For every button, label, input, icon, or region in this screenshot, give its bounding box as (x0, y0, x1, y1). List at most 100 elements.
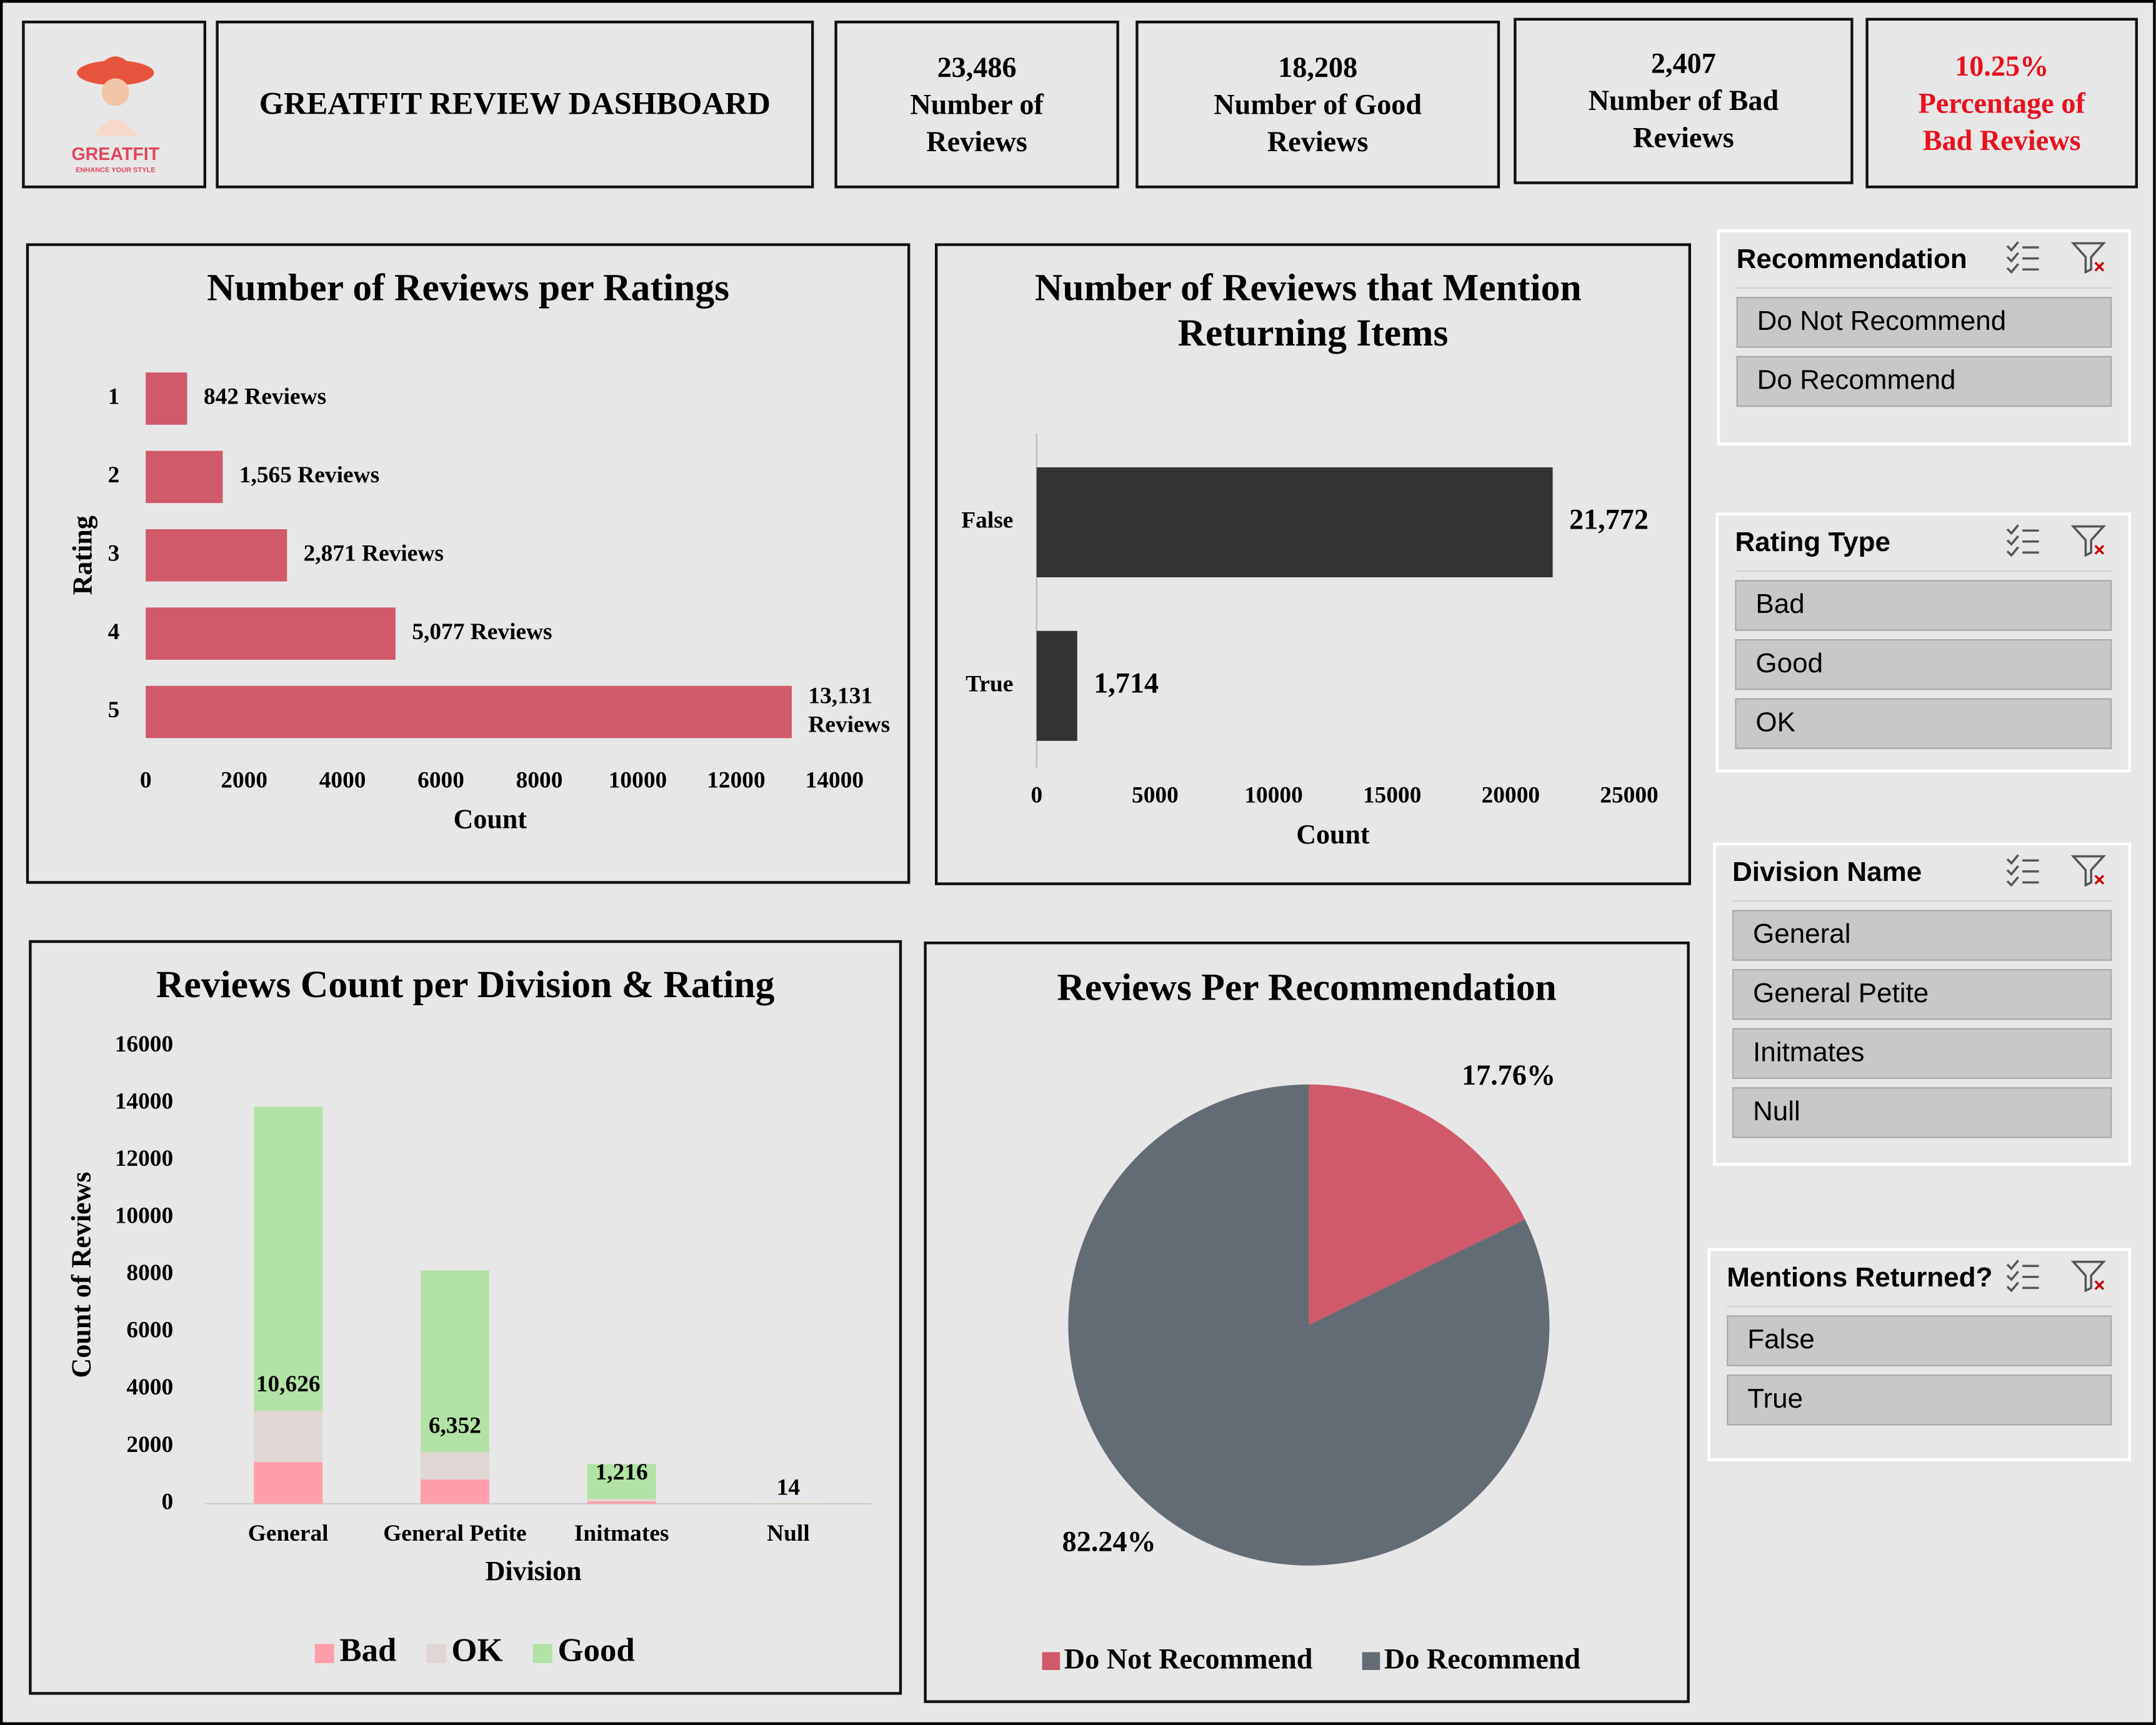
bar-segment (254, 1410, 323, 1463)
slicer-item[interactable]: Initmates (1732, 1028, 2112, 1079)
x-tick-label: 10000 (1244, 783, 1302, 808)
x-tick-label: 2000 (221, 767, 267, 793)
slicer: Division Name General General Petite Initma… (1713, 842, 2131, 1166)
x-axis-label: Division (486, 1556, 582, 1586)
y-tick-label: 1 (108, 384, 120, 410)
pie-slice (1309, 1084, 1525, 1325)
slicer: Rating Type Bad Good OK (1715, 512, 2131, 773)
data-label: 14 (777, 1475, 800, 1501)
kpi-label: Number of Bad Reviews (1588, 84, 1779, 154)
data-label: 13,131 Reviews (808, 683, 890, 737)
y-tick-label: 4 (108, 619, 120, 645)
slicer-header: Rating Type (1735, 515, 2112, 572)
chart: Number of Reviews per Ratings 0 2000 4000 60… (67, 267, 890, 835)
bar (146, 685, 792, 738)
y-tick-label: 0 (161, 1489, 173, 1514)
hat-brim (77, 60, 154, 86)
kpi-value: 18,208 (1278, 50, 1358, 84)
y-tick-label: 12000 (115, 1146, 173, 1171)
x-tick-label: Null (767, 1521, 810, 1546)
slicer-item[interactable]: General (1732, 910, 2112, 961)
data-label: 10,626 (256, 1371, 321, 1397)
data-label: 82.24% (1062, 1526, 1156, 1558)
x-tick-label: 25000 (1600, 783, 1658, 808)
slicer-icons[interactable] (2002, 1256, 2112, 1300)
bar-segment (587, 1464, 656, 1499)
bar-segment (754, 1503, 823, 1504)
chart-panel: Number of Reviews per Ratings 0 2000 4000 60… (26, 243, 911, 884)
y-tick-label: 16000 (115, 1032, 173, 1057)
x-tick-label: 15000 (1363, 783, 1421, 808)
kpi-label: Percentage of Bad Reviews (1918, 86, 2085, 156)
body (93, 119, 137, 136)
y-axis-label: Count of Reviews (66, 1172, 96, 1378)
tagline: ENHANCE YOUR STYLE (76, 167, 156, 174)
data-label: 1,714 (1094, 667, 1159, 698)
bar (146, 607, 396, 660)
kpi-value: 23,486 (937, 50, 1017, 84)
slicer-item[interactable]: General Petite (1732, 969, 2112, 1020)
x-axis-label: Count (1296, 819, 1370, 850)
slicer-item[interactable]: False (1727, 1315, 2112, 1366)
bar (146, 372, 187, 425)
y-tick-label: 2000 (126, 1432, 173, 1458)
kpi-card: 2,407 Number of Bad Reviews (1514, 17, 1854, 184)
dashboard-title: GREATFIT REVIEW DASHBOARD (216, 21, 814, 189)
slicer-item[interactable]: OK (1735, 698, 2112, 749)
x-tick-label: 0 (140, 767, 152, 793)
x-tick-label: 14000 (806, 767, 864, 793)
y-tick-label: 4000 (126, 1375, 173, 1400)
x-tick-label: Initmates (574, 1521, 669, 1546)
legend-swatch (426, 1644, 446, 1663)
slicer: Recommendation Do Not Recommend Do Recomme… (1717, 229, 2131, 445)
data-label: 2,871 Reviews (304, 540, 444, 566)
chart-panel: Reviews Count per Division & Rating 0 2000… (29, 940, 902, 1695)
chart: Reviews Count per Division & Rating 0 2000… (66, 963, 872, 1669)
bar (1036, 467, 1553, 577)
bar (146, 529, 287, 582)
bar-segment (254, 1462, 323, 1504)
bar-segment (420, 1270, 489, 1453)
bar-segment (420, 1452, 489, 1479)
legend-label: Bad (339, 1633, 396, 1669)
kpi-card: 23,486 Number of Reviews (834, 21, 1119, 189)
slicer-title: Recommendation (1736, 244, 1967, 274)
slicer-title: Rating Type (1735, 527, 1890, 558)
slicer-title: Division Name (1732, 857, 1922, 888)
slicer-header: Mentions Returned? (1727, 1251, 2112, 1308)
data-label: 5,077 Reviews (412, 619, 552, 645)
kpi-card: 18,208 Number of Good Reviews (1135, 21, 1500, 189)
slicer-item[interactable]: Do Not Recommend (1736, 297, 2112, 348)
slicer-item[interactable]: Null (1732, 1087, 2112, 1138)
x-tick-label: 8000 (516, 767, 563, 793)
slicer-item[interactable]: Bad (1735, 580, 2112, 631)
slicer-icons[interactable] (2002, 851, 2112, 895)
x-tick-label: 0 (1031, 783, 1042, 808)
kpi-label: Number of Good Reviews (1214, 87, 1422, 157)
logo-art: GREATFIT ENHANCE YOUR STYLE (71, 56, 160, 174)
x-tick-label: 4000 (319, 767, 366, 793)
slicer-icons[interactable] (2002, 238, 2112, 282)
slicer-item[interactable]: True (1727, 1375, 2112, 1426)
slicer-item[interactable]: Good (1735, 639, 2112, 690)
legend-label: Good (558, 1633, 635, 1669)
y-tick-label: 6000 (126, 1318, 173, 1343)
bar-segment (254, 1106, 323, 1411)
slicer-item[interactable]: Do Recommend (1736, 355, 2112, 407)
data-label: 1,216 (596, 1459, 648, 1485)
kpi-value: 2,407 (1650, 46, 1716, 80)
chart: Reviews Per Recommendation 17.76% 82.24% Do… (1042, 966, 1580, 1674)
chart-panel: Reviews Per Recommendation 17.76% 82.24% Do… (924, 942, 1690, 1703)
chart-title: Number of Reviews that Mention Returning… (1035, 267, 1591, 355)
chart-panel: Number of Reviews that Mention Returning… (935, 243, 1691, 885)
kpi-value: 10.25% (1955, 49, 2049, 82)
chart-title: Reviews Count per Division & Rating (156, 963, 775, 1006)
bar (146, 450, 223, 504)
slicer-icons[interactable] (2002, 521, 2112, 565)
brand: GREATFIT (71, 144, 159, 164)
chart: Number of Reviews that Mention Returning… (961, 267, 1658, 850)
slicer: Mentions Returned? False True (1707, 1248, 2131, 1461)
chart-title: Reviews Per Recommendation (1057, 966, 1556, 1008)
